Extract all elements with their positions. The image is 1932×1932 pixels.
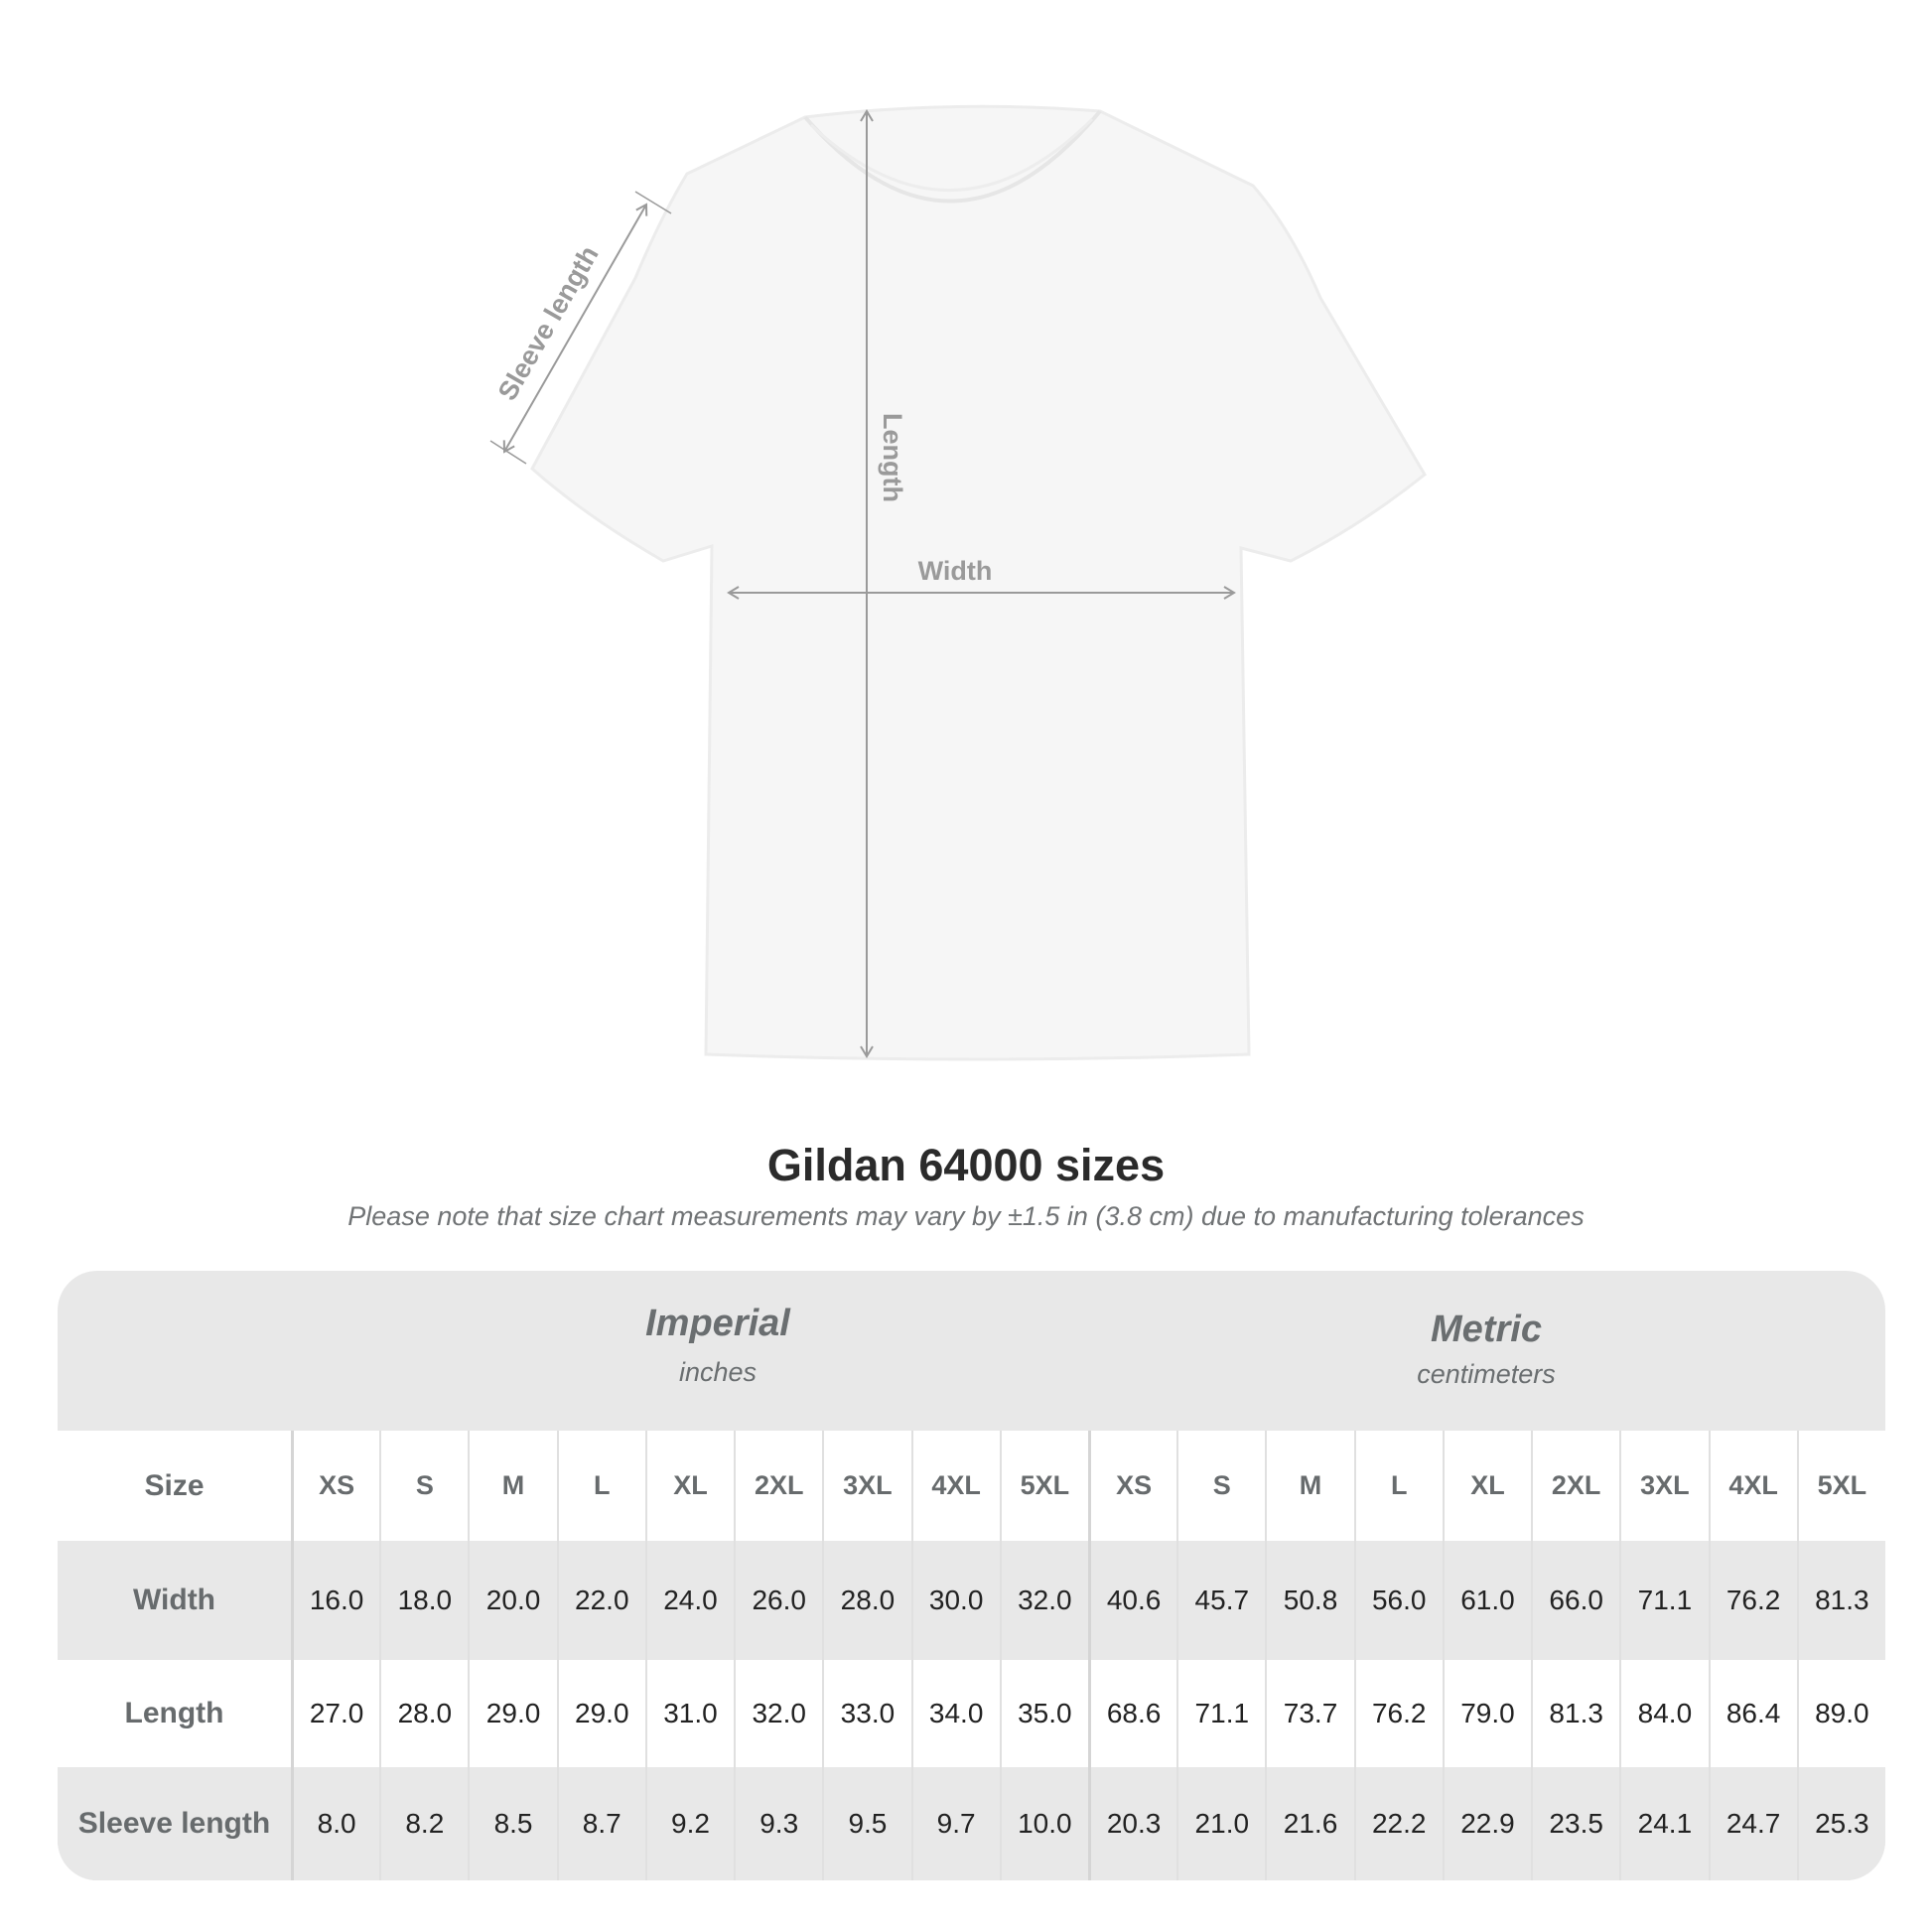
size-header-cell: 5XL (1796, 1431, 1885, 1541)
size-header-row: Size XS S M L XL 2XL 3XL 4XL 5XL XS S M L XL 2XL 3XL 4XL 5… (58, 1431, 1885, 1541)
metric-value-cell: 76.2 (1708, 1541, 1797, 1660)
metric-value-cell: 22.9 (1442, 1767, 1531, 1880)
imperial-value-cell: 27.0 (291, 1660, 379, 1767)
tshirt-shape (530, 104, 1427, 1061)
metric-value-cell: 40.6 (1087, 1541, 1176, 1660)
imperial-value-cell: 16.0 (291, 1541, 379, 1660)
size-header-cell: XL (644, 1431, 734, 1541)
imperial-value-cell: 34.0 (910, 1660, 1000, 1767)
row-label: Size (144, 1468, 205, 1502)
tolerance-note: Please note that size chart measurements… (347, 1201, 1585, 1231)
imperial-header: Imperial inches (291, 1271, 1145, 1431)
table-row: Length 27.0 28.0 29.0 29.0 31.0 32.0 33.0 34.0 35… (58, 1660, 1885, 1767)
imperial-value-cell: 35.0 (999, 1660, 1088, 1767)
metric-header: Metric centimeters (1087, 1271, 1885, 1431)
size-header-cell: L (556, 1431, 645, 1541)
imperial-value-cell: 32.0 (999, 1541, 1088, 1660)
imperial-value-cell: 26.0 (734, 1541, 822, 1660)
metric-value-cell: 21.6 (1265, 1767, 1353, 1880)
imperial-title: Imperial (645, 1303, 790, 1344)
row-label: Width (132, 1584, 216, 1616)
imperial-value-cell: 20.0 (468, 1541, 556, 1660)
metric-value-cell: 50.8 (1265, 1541, 1353, 1660)
metric-value-cell: 21.0 (1176, 1767, 1265, 1880)
imperial-value-cell: 28.0 (379, 1660, 468, 1767)
metric-value-cell: 86.4 (1708, 1660, 1797, 1767)
size-header-cell: L (1353, 1431, 1443, 1541)
collar (803, 109, 1102, 204)
metric-value-cell: 89.0 (1796, 1660, 1885, 1767)
table-row: Width 16.0 18.0 20.0 22.0 24.0 26.0 28.0 30.0 32.… (58, 1541, 1885, 1660)
sleeve-arrow (502, 203, 648, 454)
size-header-cell: S (1176, 1431, 1265, 1541)
metric-value-cell: 73.7 (1265, 1660, 1353, 1767)
row-label: Sleeve length (77, 1807, 271, 1840)
metric-value-cell: 45.7 (1176, 1541, 1265, 1660)
size-header-cell: M (1265, 1431, 1353, 1541)
imperial-value-cell: 31.0 (644, 1660, 734, 1767)
size-header-cell: XS (291, 1431, 379, 1541)
metric-value-cell: 81.3 (1531, 1660, 1619, 1767)
metric-value-cell: 68.6 (1087, 1660, 1176, 1767)
imperial-value-cell: 33.0 (822, 1660, 910, 1767)
page-title: Gildan 64000 sizes (766, 1140, 1166, 1190)
imperial-value-cell: 30.0 (910, 1541, 1000, 1660)
metric-value-cell: 66.0 (1531, 1541, 1619, 1660)
imperial-value-cell: 9.2 (644, 1767, 734, 1880)
size-header-cell: 3XL (1619, 1431, 1708, 1541)
imperial-value-cell: 9.7 (910, 1767, 1000, 1880)
size-header-cell: 2XL (1531, 1431, 1619, 1541)
metric-unit: centimeters (1417, 1359, 1556, 1389)
size-header-cell: XS (1087, 1431, 1176, 1541)
imperial-value-cell: 9.5 (822, 1767, 910, 1880)
size-header-cell: S (379, 1431, 468, 1541)
metric-value-cell: 71.1 (1619, 1541, 1708, 1660)
metric-value-cell: 61.0 (1442, 1541, 1531, 1660)
metric-value-cell: 84.0 (1619, 1660, 1708, 1767)
imperial-unit: inches (678, 1357, 758, 1387)
size-header-cell: 3XL (822, 1431, 910, 1541)
imperial-value-cell: 10.0 (999, 1767, 1088, 1880)
imperial-value-cell: 8.2 (379, 1767, 468, 1880)
size-header-cell: 4XL (910, 1431, 1000, 1541)
imperial-value-cell: 8.0 (291, 1767, 379, 1880)
size-header-cell: XL (1442, 1431, 1531, 1541)
size-table: Imperial inches Metric centimeters Size X… (58, 1271, 1885, 1880)
metric-value-cell: 71.1 (1176, 1660, 1265, 1767)
imperial-value-cell: 18.0 (379, 1541, 468, 1660)
metric-value-cell: 56.0 (1353, 1541, 1443, 1660)
width-label: Width (918, 556, 993, 586)
metric-value-cell: 79.0 (1442, 1660, 1531, 1767)
size-header-cell: M (468, 1431, 556, 1541)
size-header-cell: 4XL (1708, 1431, 1797, 1541)
imperial-value-cell: 29.0 (468, 1660, 556, 1767)
metric-title: Metric (1431, 1309, 1542, 1350)
tshirt-measurement-diagram: Width Length Sleeve length (489, 104, 1427, 1061)
metric-value-cell: 22.2 (1353, 1767, 1443, 1880)
metric-value-cell: 23.5 (1531, 1767, 1619, 1880)
metric-value-cell: 81.3 (1796, 1541, 1885, 1660)
imperial-value-cell: 8.5 (468, 1767, 556, 1880)
imperial-value-cell: 9.3 (734, 1767, 822, 1880)
size-header-cell: 2XL (734, 1431, 822, 1541)
size-header-cell: 5XL (999, 1431, 1088, 1541)
length-label: Length (878, 413, 907, 502)
metric-value-cell: 20.3 (1087, 1767, 1176, 1880)
metric-value-cell: 25.3 (1796, 1767, 1885, 1880)
metric-value-cell: 24.7 (1708, 1767, 1797, 1880)
imperial-value-cell: 28.0 (822, 1541, 910, 1660)
metric-value-cell: 76.2 (1353, 1660, 1443, 1767)
metric-value-cell: 24.1 (1619, 1767, 1708, 1880)
imperial-value-cell: 32.0 (734, 1660, 822, 1767)
row-label: Length (124, 1697, 224, 1729)
imperial-value-cell: 8.7 (556, 1767, 645, 1880)
table-row: Sleeve length 8.0 8.2 8.5 8.7 9.2 9.3 9.5 9.7 10.… (58, 1767, 1885, 1880)
imperial-value-cell: 29.0 (556, 1660, 645, 1767)
imperial-value-cell: 22.0 (556, 1541, 645, 1660)
imperial-value-cell: 24.0 (644, 1541, 734, 1660)
